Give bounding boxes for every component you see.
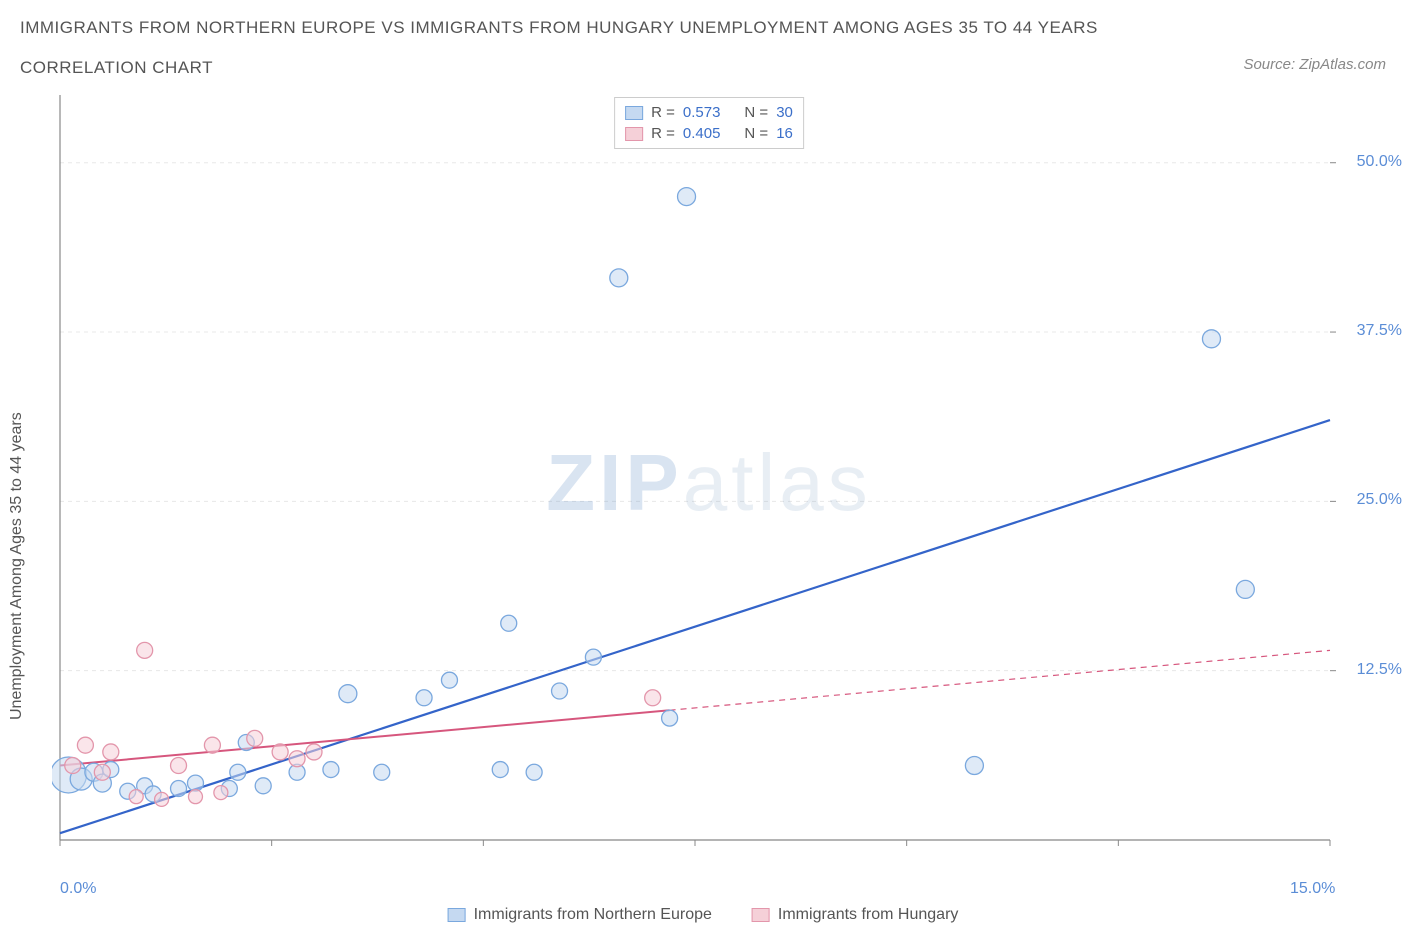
legend-swatch-pink (625, 127, 643, 141)
y-axis-label: Unemployment Among Ages 35 to 44 years (8, 412, 26, 720)
stats-r-label: R = (651, 125, 675, 142)
y-tick-label: 12.5% (1357, 661, 1402, 679)
x-tick-label: 15.0% (1290, 880, 1335, 898)
scatter-chart-svg (52, 95, 1366, 870)
legend-item-hungary: Immigrants from Hungary (752, 906, 959, 924)
stats-r-label: R = (651, 104, 675, 121)
stats-row-series2: R = 0.405 N = 16 (625, 123, 793, 144)
stats-r-value-1: 0.573 (683, 104, 721, 121)
source-attribution: Source: ZipAtlas.com (1243, 56, 1386, 73)
y-tick-label: 37.5% (1357, 322, 1402, 340)
legend-swatch-pink (752, 908, 770, 922)
chart-title: IMMIGRANTS FROM NORTHERN EUROPE VS IMMIG… (20, 18, 1098, 38)
chart-area: ZIPatlas R = 0.573 N = 30 R = 0.405 N = … (52, 95, 1366, 870)
chart-subtitle: CORRELATION CHART (20, 58, 213, 78)
stats-n-value-2: 16 (776, 125, 793, 142)
x-tick-label: 0.0% (60, 880, 96, 898)
stats-n-label: N = (744, 104, 768, 121)
stats-row-series1: R = 0.573 N = 30 (625, 102, 793, 123)
legend-item-northern-europe: Immigrants from Northern Europe (448, 906, 712, 924)
y-tick-label: 25.0% (1357, 491, 1402, 509)
bottom-legend: Immigrants from Northern Europe Immigran… (448, 906, 959, 924)
stats-n-label: N = (744, 125, 768, 142)
stats-n-value-1: 30 (776, 104, 793, 121)
stats-r-value-2: 0.405 (683, 125, 721, 142)
legend-label-2: Immigrants from Hungary (778, 906, 959, 924)
legend-swatch-blue (448, 908, 466, 922)
y-tick-label: 50.0% (1357, 153, 1402, 171)
legend-label-1: Immigrants from Northern Europe (474, 906, 712, 924)
legend-swatch-blue (625, 106, 643, 120)
stats-legend-box: R = 0.573 N = 30 R = 0.405 N = 16 (614, 97, 804, 149)
